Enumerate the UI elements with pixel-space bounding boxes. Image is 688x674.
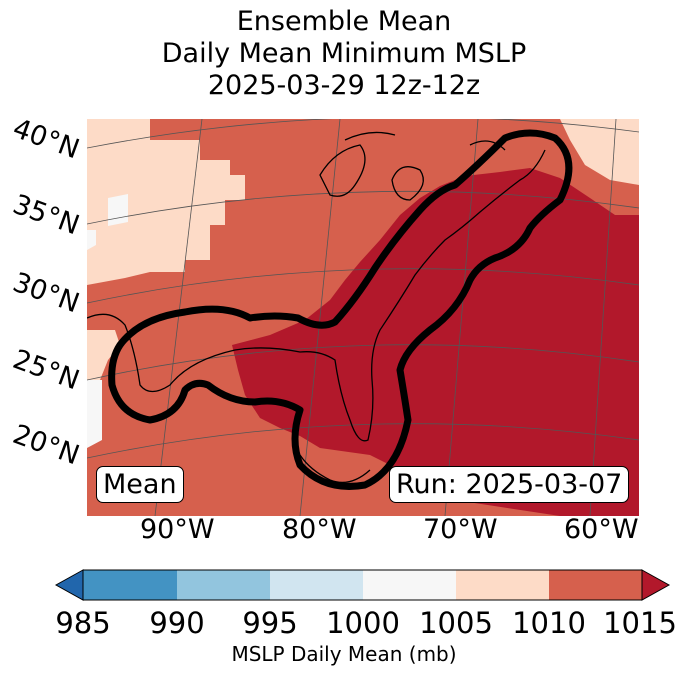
lon-label: 60°W — [564, 514, 639, 545]
title-line-1: Ensemble Mean — [236, 6, 452, 37]
colorbar-tick: 990 — [149, 606, 205, 640]
colorbar-bin — [549, 570, 642, 600]
pressure-field-1000-1005-patch — [108, 194, 128, 226]
title-line-2: Daily Mean Minimum MSLP — [161, 38, 527, 69]
pressure-field-1000-1005-south — [87, 380, 102, 448]
colorbar-tick: 985 — [55, 606, 111, 640]
colorbar-bin — [270, 570, 363, 600]
colorbar-bin — [83, 570, 177, 600]
colorbar-extend-high — [641, 569, 671, 601]
colorbar-tick: 1005 — [419, 606, 493, 640]
run-date-box: Run: 2025-03-07 — [389, 466, 630, 503]
colorbar-tick: 1010 — [512, 606, 586, 640]
title-line-3: 2025-03-29 12z-12z — [207, 70, 481, 101]
colorbar-bin — [177, 570, 270, 600]
colorbar-tick: 1000 — [326, 606, 400, 640]
graticule — [87, 119, 639, 516]
lon-label: 90°W — [140, 514, 215, 545]
colorbar-tick: 1015 — [603, 606, 677, 640]
colorbar-bin — [363, 570, 456, 600]
colorbar-tick: 995 — [242, 606, 298, 640]
lon-label: 70°W — [423, 514, 498, 545]
colorbar-extend-low — [54, 569, 84, 601]
colorbar-label: MSLP Daily Mean (mb) — [231, 642, 457, 666]
pressure-field-1000-1005 — [87, 230, 96, 250]
mslp-contour[interactable] — [108, 129, 573, 490]
lon-label: 80°W — [282, 514, 357, 545]
pressure-field-1005-1010-west — [87, 119, 245, 285]
mean-label-box: Mean — [96, 466, 184, 503]
colorbar-bin — [456, 570, 549, 600]
pressure-field-1005-1010-northeast — [560, 119, 639, 185]
